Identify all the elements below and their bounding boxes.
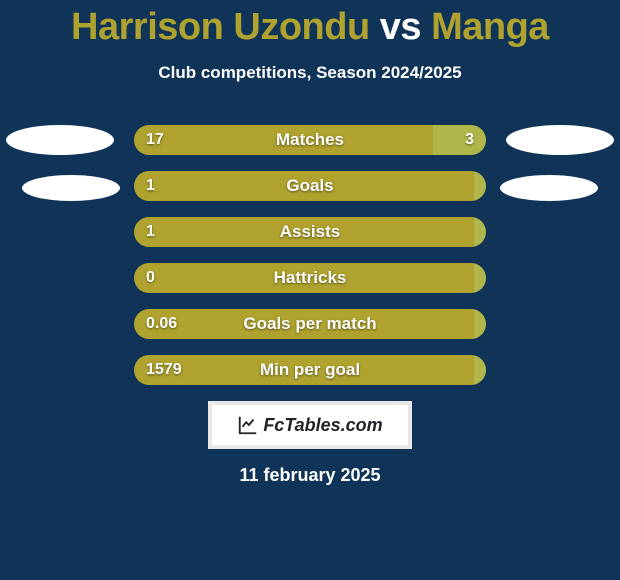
stat-left-value: 1 <box>146 177 155 195</box>
stat-bar: 1579Min per goal <box>134 355 486 385</box>
player2-flag-placeholder <box>500 175 598 201</box>
stat-left-value: 1579 <box>146 361 182 379</box>
badge-text: FcTables.com <box>263 415 382 436</box>
stat-left-value: 1 <box>146 223 155 241</box>
date-text: 11 february 2025 <box>0 465 620 486</box>
stat-bar: 1Assists <box>134 217 486 247</box>
stat-bar-right <box>474 309 486 339</box>
stat-right-value: 3 <box>465 131 474 149</box>
stat-bar: 173Matches <box>134 125 486 155</box>
stat-bar-right <box>474 217 486 247</box>
stat-bar: 0.06Goals per match <box>134 309 486 339</box>
stat-bar-left: 1 <box>134 217 474 247</box>
stat-bar-right <box>474 171 486 201</box>
stat-bar-right <box>474 355 486 385</box>
stat-left-value: 0 <box>146 269 155 287</box>
player1-logo-placeholder <box>6 125 114 155</box>
fctables-badge: FcTables.com <box>208 401 412 449</box>
stat-left-value: 17 <box>146 131 164 149</box>
stat-left-value: 0.06 <box>146 315 177 333</box>
player1-flag-placeholder <box>22 175 120 201</box>
fctables-logo: FcTables.com <box>237 414 382 436</box>
vs-text: vs <box>380 6 421 48</box>
stat-bar: 0Hattricks <box>134 263 486 293</box>
player2-logo-placeholder <box>506 125 614 155</box>
subtitle: Club competitions, Season 2024/2025 <box>0 63 620 83</box>
stat-bar-left: 0 <box>134 263 474 293</box>
chart-area: 173Matches1Goals1Assists0Hattricks0.06Go… <box>0 125 620 486</box>
player1-name: Harrison Uzondu <box>71 6 370 48</box>
stat-bar-right <box>474 263 486 293</box>
stat-bar-left: 17 <box>134 125 433 155</box>
stat-bar: 1Goals <box>134 171 486 201</box>
stat-bars-container: 173Matches1Goals1Assists0Hattricks0.06Go… <box>134 125 486 385</box>
stat-bar-left: 0.06 <box>134 309 474 339</box>
player2-name: Manga <box>431 6 549 48</box>
comparison-title: Harrison Uzondu vs Manga <box>0 0 620 49</box>
stat-bar-left: 1579 <box>134 355 474 385</box>
chart-icon <box>237 414 259 436</box>
stat-bar-right: 3 <box>433 125 486 155</box>
stat-bar-left: 1 <box>134 171 474 201</box>
